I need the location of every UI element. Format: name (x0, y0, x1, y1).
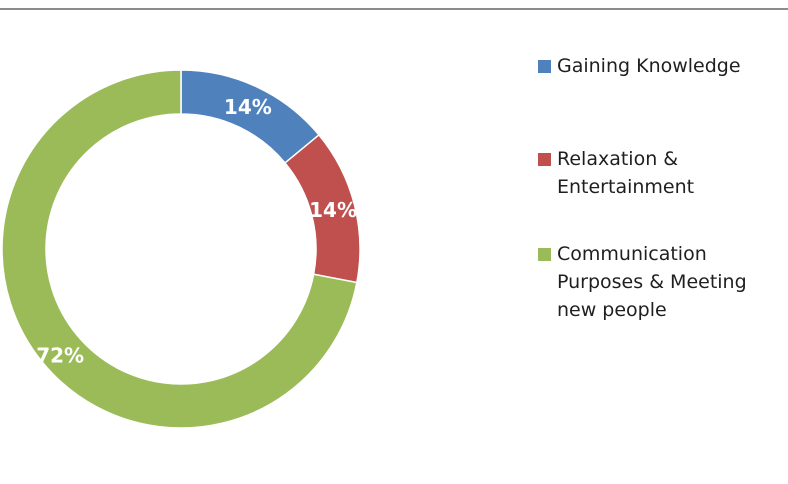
legend-item-relaxation-entertainment: Relaxation & Entertainment (538, 145, 778, 201)
slice-data-label: 14% (309, 198, 357, 222)
legend-label: Relaxation & Entertainment (557, 145, 694, 201)
legend-swatch (538, 153, 551, 166)
legend-label-line: new people (557, 299, 667, 321)
legend-label: Gaining Knowledge (557, 52, 741, 80)
legend-item-communication-meeting: Communication Purposes & Meeting new peo… (538, 240, 778, 324)
legend-label: Communication Purposes & Meeting new peo… (557, 240, 747, 324)
legend-label-line: Gaining Knowledge (557, 55, 741, 77)
legend-label-line: Communication (557, 243, 707, 265)
doughnut-slice (1, 69, 358, 429)
legend-label-line: Entertainment (557, 176, 695, 198)
legend-label-line: Relaxation & (557, 148, 679, 170)
legend-swatch (538, 248, 551, 261)
slice-data-label: 72% (36, 343, 84, 367)
top-divider (0, 8, 788, 10)
legend-swatch (538, 60, 551, 73)
slice-data-label: 14% (224, 95, 272, 119)
legend-item-gaining-knowledge: Gaining Knowledge (538, 52, 778, 80)
legend-label-line: Purposes & Meeting (557, 271, 747, 293)
